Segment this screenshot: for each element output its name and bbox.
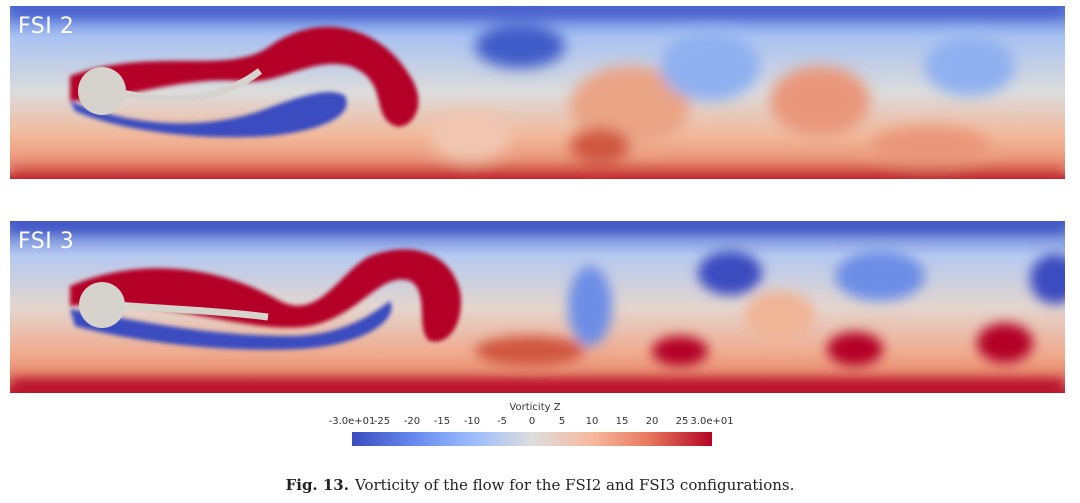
colorbar-gradient bbox=[352, 432, 712, 446]
colorbar-tick: -25 bbox=[373, 416, 391, 427]
colorbar-tick: -10 bbox=[463, 416, 481, 427]
vorticity-field-fsi2: FSI 2 bbox=[10, 6, 1065, 179]
figure-caption: Fig. 13. Vorticity of the flow for the FS… bbox=[0, 476, 1080, 494]
colorbar-tick: 3.0e+01 bbox=[690, 416, 734, 427]
caption-label: Fig. 13. bbox=[285, 476, 349, 494]
colorbar-ticks: -3.0e+01 -25 -20 -15 -10 -5 0 5 10 15 20… bbox=[328, 416, 740, 430]
colorbar-tick: 10 bbox=[585, 416, 599, 427]
colorbar-tick: 20 bbox=[645, 416, 659, 427]
colorbar-tick: 5 bbox=[558, 416, 566, 427]
colorbar-tick: 25 bbox=[675, 416, 689, 427]
panel-label-fsi3: FSI 3 bbox=[18, 229, 75, 254]
caption-text: Vorticity of the flow for the FSI2 and F… bbox=[354, 476, 795, 494]
vorticity-plot-fsi2 bbox=[10, 6, 1065, 179]
colorbar-tick: 0 bbox=[528, 416, 536, 427]
panel-label-fsi2: FSI 2 bbox=[18, 14, 75, 39]
colorbar-tick: -15 bbox=[433, 416, 451, 427]
vorticity-plot-fsi3 bbox=[10, 221, 1065, 393]
colorbar-title: Vorticity Z bbox=[509, 402, 561, 413]
colorbar-tick: -20 bbox=[403, 416, 421, 427]
colorbar-tick: 15 bbox=[615, 416, 629, 427]
colorbar-tick: -5 bbox=[497, 416, 507, 427]
vorticity-colorbar: Vorticity Z -3.0e+01 -25 -20 -15 -10 -5 … bbox=[328, 402, 740, 454]
vorticity-field-fsi3: FSI 3 bbox=[10, 221, 1065, 393]
colorbar-tick: -3.0e+01 bbox=[328, 416, 376, 427]
